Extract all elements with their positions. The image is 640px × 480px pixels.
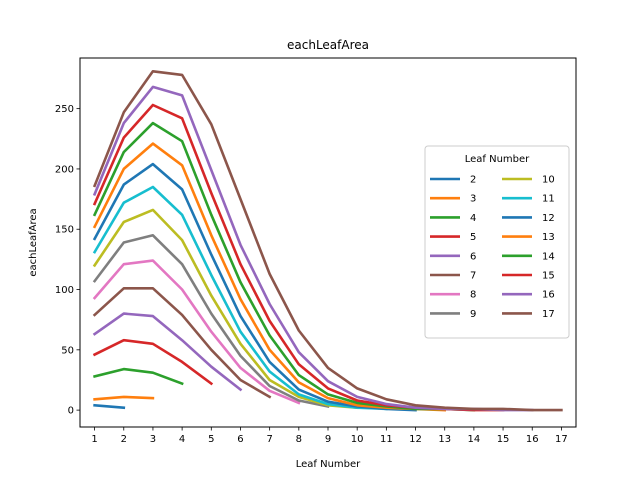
x-tick-label: 8 bbox=[296, 434, 302, 445]
series-line-8 bbox=[92, 259, 301, 405]
series-line-4 bbox=[93, 367, 184, 386]
x-tick-label: 15 bbox=[497, 434, 510, 445]
series-line-3 bbox=[93, 395, 155, 401]
legend-box bbox=[424, 145, 570, 339]
x-tick-label: 7 bbox=[266, 434, 272, 445]
legend-label-14: 14 bbox=[542, 251, 555, 262]
y-axis-title: eachLeafArea bbox=[28, 208, 39, 276]
plot-lines bbox=[92, 70, 563, 412]
chart-title: eachLeafArea bbox=[287, 38, 369, 52]
legend-label-12: 12 bbox=[542, 213, 555, 224]
x-tick-label: 6 bbox=[237, 434, 243, 445]
legend-label-5: 5 bbox=[470, 232, 476, 243]
series-line-10 bbox=[92, 208, 359, 410]
y-tick-label: 150 bbox=[55, 225, 74, 236]
x-tick-label: 14 bbox=[468, 434, 481, 445]
legend-label-11: 11 bbox=[542, 194, 555, 205]
x-tick-label: 16 bbox=[526, 434, 539, 445]
y-tick-label: 0 bbox=[68, 406, 74, 417]
series-line-9 bbox=[92, 234, 330, 409]
y-tick-label: 250 bbox=[55, 104, 74, 115]
x-tick-label: 13 bbox=[438, 434, 451, 445]
x-tick-label: 10 bbox=[351, 434, 364, 445]
x-tick-label: 2 bbox=[121, 434, 127, 445]
legend-label-3: 3 bbox=[470, 194, 476, 205]
legend-label-16: 16 bbox=[542, 290, 555, 301]
series-line-7 bbox=[92, 286, 272, 399]
x-tick-label: 5 bbox=[208, 434, 214, 445]
legend-label-10: 10 bbox=[542, 175, 555, 186]
y-tick-label: 50 bbox=[61, 345, 74, 356]
legend-label-8: 8 bbox=[470, 290, 476, 301]
x-axis-title: Leaf Number bbox=[296, 459, 361, 470]
x-tick-label: 4 bbox=[179, 434, 185, 445]
x-tick-label: 12 bbox=[409, 434, 422, 445]
legend: Leaf Number 2 3 4 5 6 7 8 9 10 11 12 13 14 15 16 17 bbox=[424, 145, 570, 339]
legend-label-6: 6 bbox=[470, 251, 476, 262]
legend-label-13: 13 bbox=[542, 232, 555, 243]
legend-label-17: 17 bbox=[542, 309, 555, 320]
legend-label-15: 15 bbox=[542, 271, 555, 282]
y-axis: 0 50 100 150 200 250 bbox=[55, 104, 80, 417]
legend-label-2: 2 bbox=[470, 175, 476, 186]
y-tick-label: 100 bbox=[55, 285, 74, 296]
series-line-6 bbox=[92, 312, 243, 392]
x-tick-label: 3 bbox=[150, 434, 156, 445]
legend-label-7: 7 bbox=[470, 271, 476, 282]
legend-label-9: 9 bbox=[470, 309, 476, 320]
series-line-11 bbox=[92, 185, 388, 411]
legend-items: 2 3 4 5 6 7 8 9 10 11 12 13 14 15 16 17 bbox=[430, 175, 555, 320]
x-tick-label: 9 bbox=[325, 434, 331, 445]
x-tick-label: 17 bbox=[555, 434, 568, 445]
legend-label-4: 4 bbox=[470, 213, 476, 224]
x-axis: 1 2 3 4 5 6 7 8 9 10 11 12 13 14 15 16 17 bbox=[91, 427, 568, 445]
legend-title: Leaf Number bbox=[465, 154, 530, 165]
series-line-5 bbox=[92, 338, 214, 386]
y-tick-label: 200 bbox=[55, 164, 74, 175]
series-line-2 bbox=[93, 403, 126, 410]
x-tick-label: 11 bbox=[380, 434, 393, 445]
x-tick-label: 1 bbox=[91, 434, 97, 445]
series-line-17 bbox=[92, 70, 563, 412]
